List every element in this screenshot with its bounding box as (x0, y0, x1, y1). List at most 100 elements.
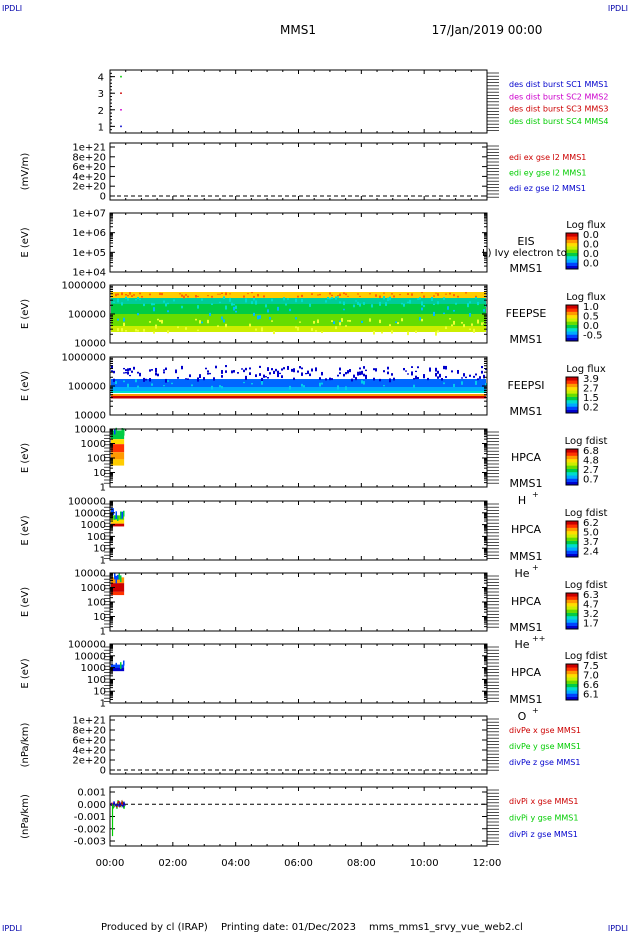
spectrogram-pixel (311, 328, 313, 331)
spectrogram-pixel (277, 306, 279, 311)
spectrogram-pixel (271, 320, 273, 322)
colorbar-segment (566, 686, 578, 691)
spectrogram-pixel (183, 295, 185, 299)
spectrogram-pixel (417, 377, 419, 380)
spectrogram-pixel (149, 369, 151, 372)
feepsi-band (111, 379, 486, 387)
instrument-label: HPCA (511, 595, 542, 608)
colorbar-segment (566, 262, 578, 267)
hpca-pixel (123, 428, 125, 436)
hpca-o-colorbar (565, 663, 579, 701)
hpca-band (111, 667, 125, 672)
spectrogram-pixel (457, 369, 459, 374)
edi-panel-frame (109, 142, 488, 201)
spectrogram-pixel (337, 295, 339, 297)
spectrogram-pixel (137, 371, 139, 374)
spectrogram-pixel (461, 381, 463, 385)
divpi-series-line (110, 800, 126, 809)
spectrogram-pixel (321, 382, 323, 385)
spectrogram-pixel (181, 365, 183, 370)
hpca-he2-panel-frame (109, 572, 488, 632)
colorbar-segment (566, 318, 578, 322)
colorbar-segment (566, 540, 578, 545)
divpe-panel-frame (109, 715, 488, 775)
spectrogram-pixel (191, 384, 193, 387)
spectrogram-pixel (287, 365, 289, 370)
spectrogram-pixel (473, 375, 475, 378)
spectrogram-pixel (131, 370, 133, 373)
legend-entry: edi ex gse l2 MMS1 (509, 153, 586, 162)
spectrogram-pixel (351, 378, 353, 382)
footer-script: mms_mms1_srvy_vue_web2.cl (369, 922, 523, 933)
hpca-he-panel-frame (109, 500, 488, 561)
spectrogram-pixel (453, 320, 455, 325)
header-datetime: 17/Jan/2019 00:00 (432, 23, 543, 37)
spectrogram-pixel (281, 375, 283, 379)
y-axis-label: E (eV) (20, 587, 31, 617)
hpca-band (111, 664, 125, 668)
spectrogram-pixel (359, 295, 361, 297)
spectrogram-pixel (349, 368, 351, 373)
spectrogram-pixel (129, 368, 131, 371)
feepsi-band (111, 396, 486, 399)
colorbar-segment (566, 673, 578, 678)
spectrogram-pixel (347, 370, 349, 374)
colorbar-segment (566, 615, 578, 620)
spacecraft-label: MMS1 (510, 477, 543, 490)
spectrogram-pixel (373, 368, 375, 371)
spectrogram-pixel (303, 385, 305, 388)
y-tick-label: 100000 (68, 497, 106, 508)
spectrogram-pixel (289, 308, 291, 312)
spectrogram-pixel (391, 373, 393, 376)
spectrogram-pixel (353, 374, 355, 378)
colorbar-tick-label: 2.4 (583, 547, 599, 558)
y-tick-label: 1e+04 (72, 268, 106, 279)
spectrogram-pixel (179, 293, 181, 295)
y-tick-label: 2 (98, 106, 104, 117)
feepsi-band (111, 391, 486, 393)
legend-entry: des dist burst SC4 MMS4 (509, 117, 608, 126)
spectrogram-pixel (173, 299, 175, 302)
hpca-pixel (120, 575, 122, 583)
legend-entry: divPi y gse MMS1 (509, 814, 578, 823)
spectrogram-pixel (115, 293, 117, 297)
y-tick-label: 1e+05 (72, 248, 106, 259)
spectrogram-pixel (415, 375, 417, 380)
legend-entry: divPi z gse MMS1 (509, 830, 578, 839)
spectrogram-pixel (275, 368, 277, 372)
spectrogram-pixel (281, 368, 283, 371)
y-tick-label: 6e+20 (72, 162, 106, 173)
colorbar-segment (566, 308, 578, 312)
spectrogram-pixel (391, 293, 393, 295)
spectrogram-pixel (391, 330, 393, 334)
x-tick-label: 06:00 (284, 858, 313, 869)
hpca-band (111, 459, 125, 466)
spectrogram-pixel (161, 319, 163, 324)
spectrogram-pixel (255, 300, 257, 305)
spectrogram-pixel (345, 372, 347, 375)
spectrogram-pixel (113, 301, 115, 303)
colorbar-tick-label: 4.7 (583, 600, 599, 611)
spectrogram-pixel (217, 293, 219, 295)
spectrogram-pixel (133, 366, 135, 370)
spectrogram-pixel (379, 301, 381, 306)
spectrogram-pixel (229, 293, 231, 295)
instrument-label: FEEPSE (506, 307, 547, 320)
colorbar-segment (566, 471, 578, 476)
colorbar-title: Log flux (566, 292, 606, 303)
spectrogram-pixel (321, 371, 323, 376)
spectrogram-pixel (211, 385, 213, 390)
colorbar-tick-label: 3.7 (583, 537, 599, 548)
feepsi-band (111, 394, 486, 396)
spectrogram-pixel (225, 292, 227, 296)
spectrogram-pixel (149, 378, 151, 382)
spectrogram-pixel (343, 308, 345, 311)
spectrogram-pixel (221, 316, 223, 320)
spectrogram-pixel (295, 317, 297, 320)
spectrogram-pixel (125, 296, 127, 299)
spectrogram-pixel (137, 313, 139, 316)
spectrogram-pixel (363, 373, 365, 377)
spectrogram-pixel (437, 370, 439, 374)
hpca-pixel (120, 511, 122, 519)
y-tick-label: 10000 (74, 508, 106, 519)
